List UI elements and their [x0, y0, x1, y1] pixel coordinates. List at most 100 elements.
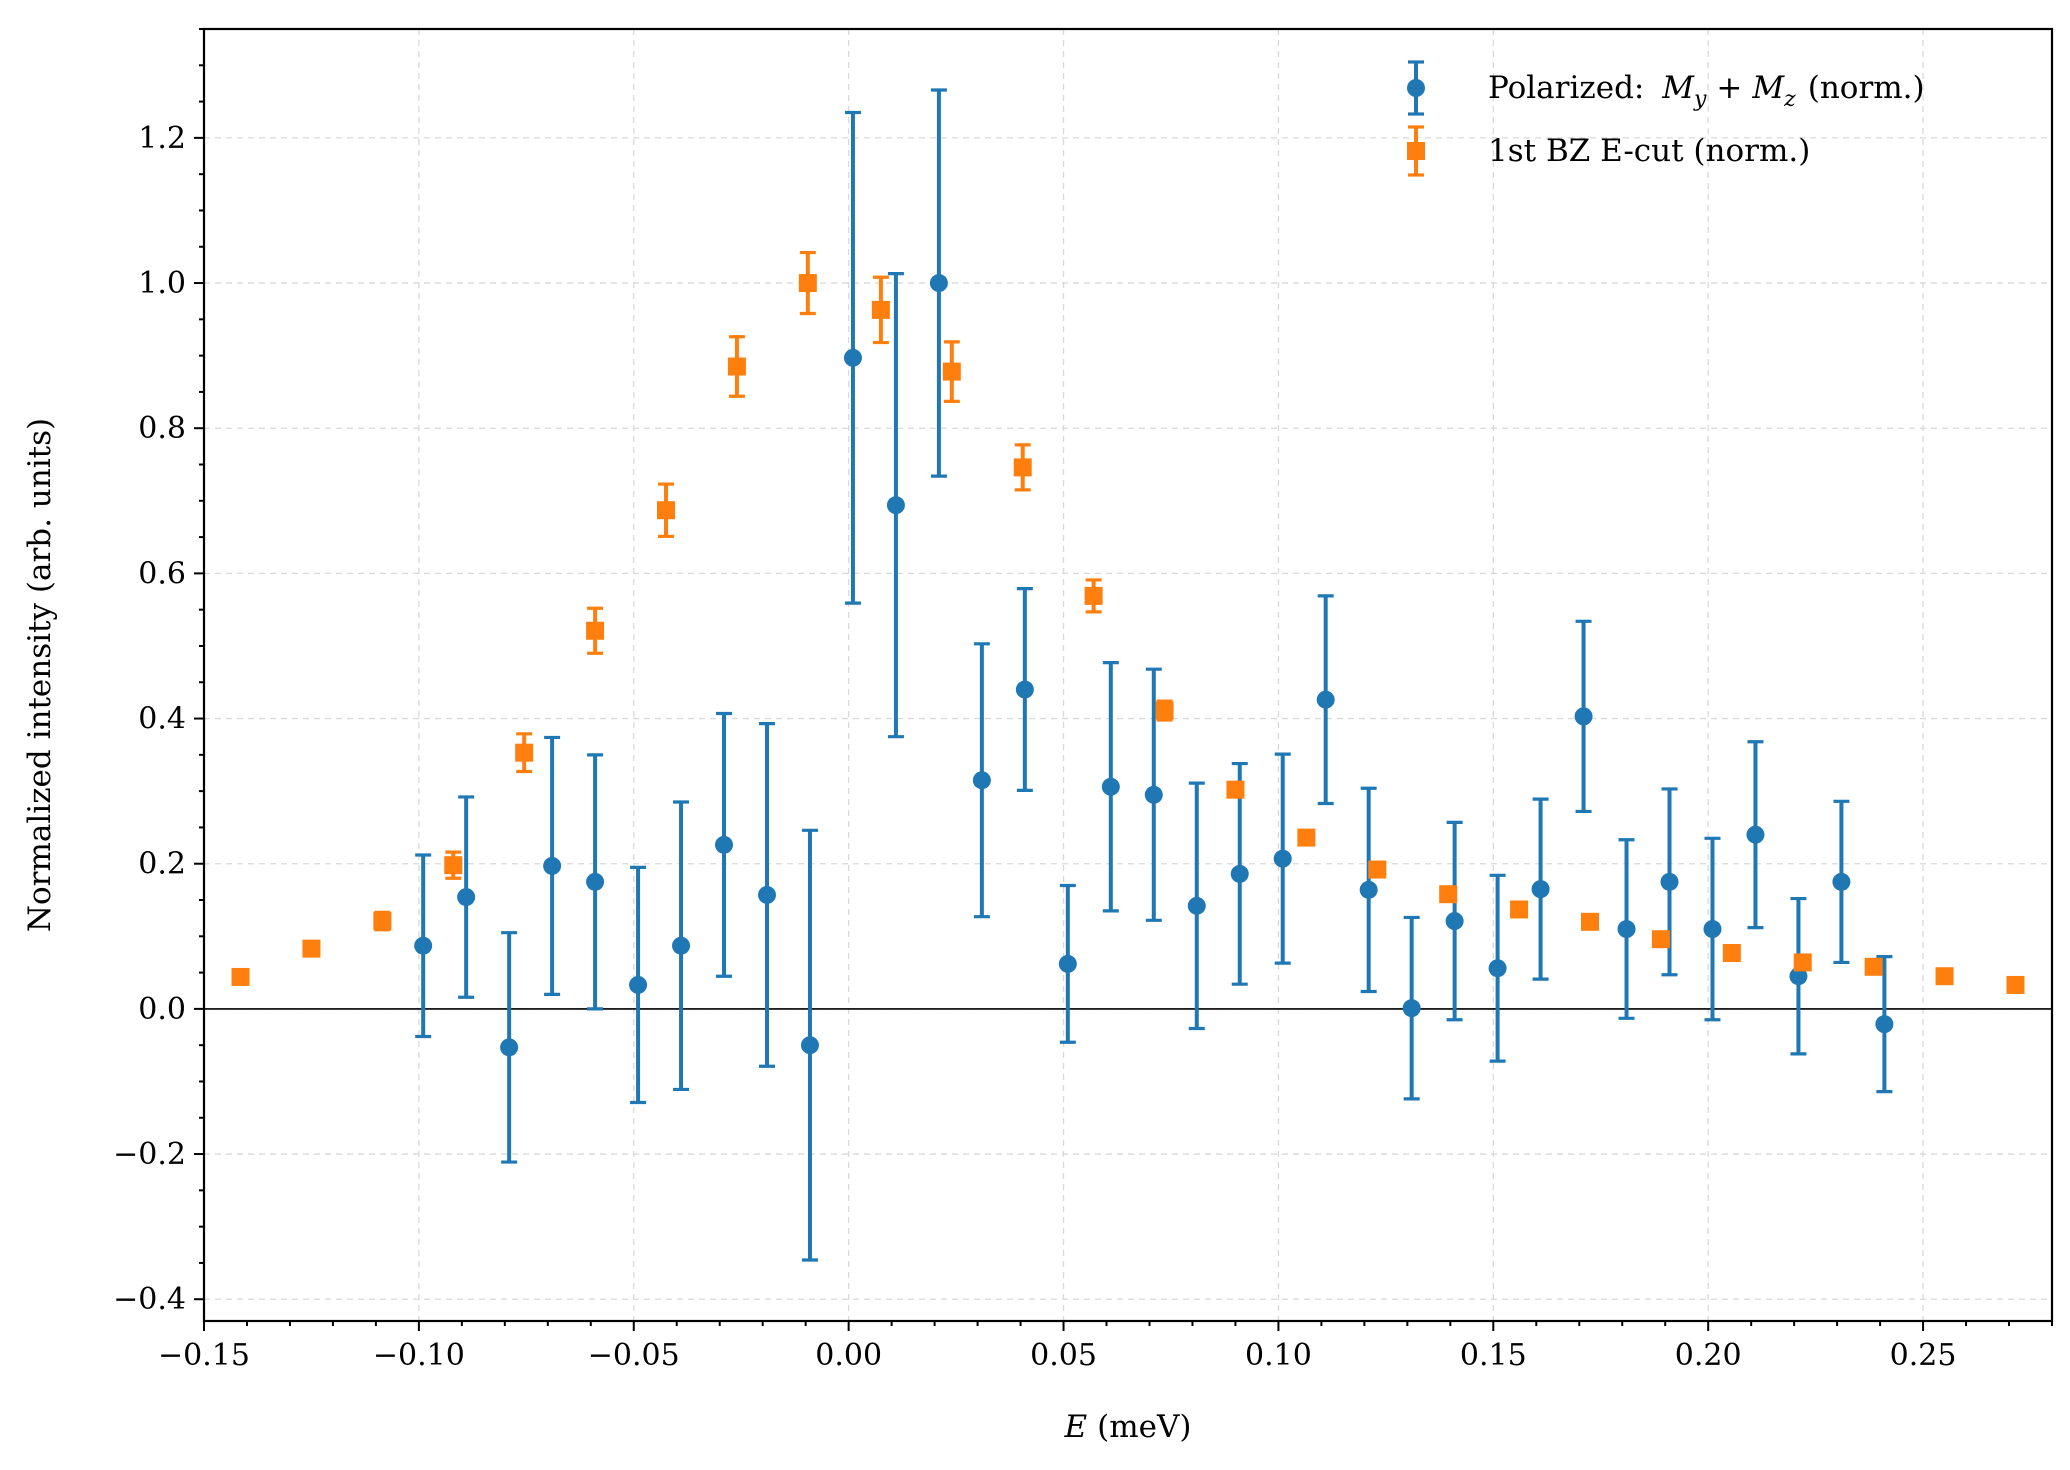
point-marker-circle	[1359, 880, 1378, 899]
y-tick-label: 0.8	[138, 411, 186, 446]
plot-area-frame	[202, 27, 2054, 1323]
data-point-polarized	[1015, 587, 1034, 793]
x-tick-label: 0.20	[1675, 1338, 1742, 1373]
x-axis-label-unit: (meV)	[1097, 1409, 1191, 1445]
point-marker-square	[1084, 586, 1103, 605]
point-marker-circle	[886, 496, 905, 515]
point-marker-circle	[457, 888, 476, 907]
point-marker-circle	[1316, 690, 1335, 709]
x-tick-label: −0.05	[588, 1338, 680, 1373]
series-polarized	[414, 88, 1894, 1262]
point-marker-square	[1581, 912, 1599, 931]
point-marker-circle	[1015, 680, 1034, 699]
legend-math-sub-z: z	[1783, 87, 1796, 112]
y-tick-label: 0.0	[138, 992, 186, 1027]
data-point-polarized	[843, 110, 862, 605]
legend: Polarized: My + Mz (norm.) 1st BZ E-cut (no…	[1407, 60, 1925, 177]
data-point-polarized	[1746, 740, 1765, 930]
x-tick-label: 0.10	[1245, 1338, 1312, 1373]
x-axis-tick-labels: −0.15 −0.10 −0.05 0.00 0.05 0.10 0.15 0.20 0.25	[158, 1338, 1956, 1373]
legend-marker-shape	[1407, 79, 1425, 97]
point-marker-circle	[1488, 959, 1507, 978]
point-marker-square	[373, 912, 392, 931]
data-point-polarized	[1488, 873, 1507, 1063]
legend-label-1st-bz: 1st BZ E-cut (norm.)	[1488, 133, 1810, 169]
x-axis-label: E (meV)	[1064, 1409, 1192, 1445]
point-marker-circle	[929, 274, 948, 293]
y-tick-label: 0.4	[138, 702, 186, 737]
data-point-polarized	[886, 272, 905, 739]
data-point-polarized	[1316, 594, 1335, 806]
point-marker-circle	[715, 835, 734, 854]
data-point-polarized	[1445, 820, 1464, 1022]
point-marker-circle	[414, 936, 433, 955]
series-1st-bz	[231, 250, 2025, 994]
x-tick-label: 0.25	[1890, 1338, 1957, 1373]
data-point-polarized	[1875, 955, 1894, 1094]
point-marker-circle	[1746, 825, 1765, 844]
point-marker-circle	[843, 348, 862, 367]
legend-math-plus: +	[1716, 70, 1742, 106]
point-marker-circle	[1402, 999, 1421, 1018]
data-point-polarized	[972, 642, 991, 919]
data-point-polarized	[414, 853, 433, 1039]
data-point-1st-bz	[1651, 930, 1670, 949]
data-point-1st-bz	[1935, 967, 1954, 986]
data-point-1st-bz	[1793, 953, 1812, 972]
data-point-1st-bz	[798, 250, 817, 316]
point-marker-square	[1226, 780, 1245, 799]
point-marker-square	[798, 274, 817, 293]
point-marker-square	[1013, 458, 1032, 477]
point-marker-square	[1793, 953, 1812, 972]
y-axis-tick-labels: −0.4 −0.2 0.0 0.2 0.4 0.6 0.8 1.0 1.2	[113, 121, 186, 1317]
point-marker-circle	[586, 872, 605, 891]
data-point-1st-bz	[515, 732, 534, 774]
point-marker-square	[727, 357, 746, 376]
point-marker-square	[444, 856, 463, 875]
data-point-polarized	[800, 828, 819, 1262]
data-point-1st-bz	[1510, 900, 1529, 919]
legend-math-m2: M	[1751, 70, 1785, 106]
legend-label-prefix: Polarized:	[1488, 70, 1654, 106]
point-marker-circle	[1789, 967, 1808, 986]
data-point-polarized	[586, 753, 605, 1011]
point-marker-square	[1510, 900, 1529, 919]
data-point-polarized	[500, 931, 519, 1164]
data-point-polarized	[715, 711, 734, 978]
data-point-1st-bz	[1722, 943, 1741, 962]
data-point-1st-bz	[657, 482, 675, 538]
data-series	[231, 88, 2025, 1262]
data-point-1st-bz	[302, 939, 321, 958]
point-marker-circle	[1531, 880, 1550, 899]
data-point-polarized	[1832, 799, 1851, 965]
data-point-polarized	[1789, 896, 1808, 1056]
data-point-1st-bz	[1084, 578, 1103, 614]
point-marker-square	[302, 939, 321, 958]
point-marker-circle	[1187, 896, 1206, 915]
point-marker-square	[2006, 975, 2025, 994]
data-point-polarized	[1531, 797, 1550, 981]
data-point-1st-bz	[942, 340, 961, 403]
data-point-polarized	[1187, 781, 1206, 1031]
point-marker-circle	[1144, 785, 1163, 804]
axis-ticks	[194, 28, 2053, 1331]
data-point-polarized	[543, 735, 562, 996]
data-point-1st-bz	[1439, 885, 1458, 904]
x-tick-label: 0.00	[815, 1338, 882, 1373]
data-point-polarized	[929, 88, 948, 478]
point-marker-circle	[672, 936, 691, 955]
data-point-1st-bz	[373, 910, 392, 932]
data-point-1st-bz	[2006, 975, 2025, 994]
point-marker-circle	[1273, 849, 1292, 868]
point-marker-circle	[500, 1038, 519, 1057]
point-marker-circle	[1875, 1015, 1894, 1034]
point-marker-circle	[1660, 872, 1679, 891]
legend-item-polarized: Polarized: My + Mz (norm.)	[1407, 60, 1925, 116]
legend-math-sub-y: y	[1693, 87, 1707, 112]
data-point-polarized	[1402, 915, 1421, 1101]
data-point-polarized	[1144, 667, 1163, 922]
data-point-1st-bz	[727, 335, 746, 398]
x-tick-label: −0.15	[158, 1338, 250, 1373]
point-marker-square	[1651, 930, 1670, 949]
